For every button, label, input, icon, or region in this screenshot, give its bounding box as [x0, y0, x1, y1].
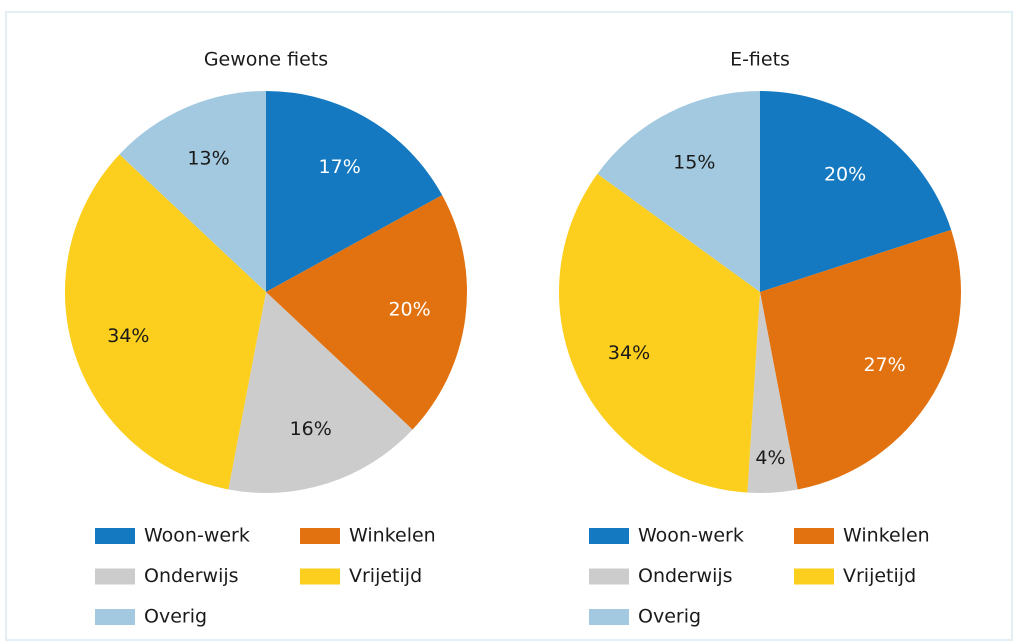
- pie-slice: [760, 229, 961, 490]
- legend-swatch: [794, 568, 834, 585]
- pie-slice: [266, 195, 467, 430]
- data-label: 4%: [755, 447, 785, 469]
- chart-title: Gewone fiets: [204, 49, 328, 71]
- legend-swatch: [589, 568, 629, 585]
- legend-label: Onderwijs: [638, 565, 733, 587]
- legend-swatch: [589, 609, 629, 625]
- pie-slice: [747, 292, 798, 493]
- chart-title: E-fiets: [730, 49, 790, 71]
- legend-label: Woon-werk: [638, 525, 744, 547]
- data-label: 34%: [608, 342, 650, 364]
- legend-swatch: [794, 528, 834, 544]
- legend-label: Overig: [638, 606, 701, 628]
- legend-swatch: [95, 609, 135, 625]
- data-label: 34%: [107, 325, 149, 347]
- pie-slice: [597, 91, 760, 292]
- pie-slice: [559, 173, 760, 493]
- legend-label: Vrijetijd: [843, 565, 916, 587]
- legend-swatch: [300, 568, 340, 585]
- legend-label: Overig: [144, 606, 207, 628]
- legend-swatch: [300, 528, 340, 544]
- pie-slice: [64, 154, 266, 490]
- legend-label: Winkelen: [349, 525, 436, 547]
- data-label: 17%: [319, 156, 361, 178]
- data-label: 16%: [290, 418, 332, 440]
- data-label: 27%: [863, 354, 905, 376]
- pie-slice: [266, 91, 443, 292]
- data-label: 15%: [673, 152, 715, 174]
- data-label: 20%: [388, 299, 430, 321]
- legend-label: Onderwijs: [144, 565, 239, 587]
- legend-swatch: [95, 568, 135, 585]
- pie-slice: [760, 91, 952, 292]
- pie-slice: [119, 91, 267, 292]
- pie-slice: [228, 292, 413, 493]
- legend-label: Winkelen: [843, 525, 930, 547]
- legend-swatch: [95, 528, 135, 544]
- data-label: 20%: [824, 163, 866, 185]
- data-label: 13%: [187, 148, 229, 170]
- legend-label: Vrijetijd: [349, 565, 422, 587]
- legend-swatch: [589, 528, 629, 544]
- legend-label: Woon-werk: [144, 525, 250, 547]
